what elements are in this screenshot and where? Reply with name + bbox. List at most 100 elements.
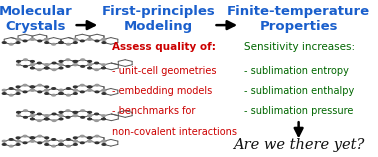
- Circle shape: [74, 64, 77, 65]
- Circle shape: [88, 64, 91, 65]
- Text: non-covalent interactions: non-covalent interactions: [112, 127, 237, 137]
- Circle shape: [2, 89, 6, 91]
- Text: Sensitivity increases:: Sensitivity increases:: [244, 42, 355, 52]
- Text: - benchmarks for: - benchmarks for: [112, 106, 195, 116]
- Circle shape: [102, 89, 106, 91]
- Circle shape: [88, 89, 92, 91]
- Circle shape: [45, 140, 48, 142]
- Circle shape: [73, 137, 77, 139]
- Circle shape: [30, 140, 34, 142]
- Circle shape: [16, 89, 20, 91]
- Circle shape: [45, 118, 48, 120]
- Circle shape: [67, 94, 70, 96]
- Circle shape: [73, 38, 77, 40]
- Circle shape: [60, 42, 63, 43]
- Circle shape: [45, 140, 48, 142]
- Circle shape: [102, 140, 106, 142]
- Circle shape: [16, 144, 20, 145]
- Circle shape: [31, 140, 35, 142]
- Circle shape: [88, 118, 91, 120]
- Text: Are we there yet?: Are we there yet?: [233, 138, 364, 152]
- Circle shape: [73, 89, 77, 91]
- Text: - sublimation entropy: - sublimation entropy: [244, 66, 349, 76]
- Circle shape: [45, 38, 48, 40]
- Circle shape: [59, 140, 62, 142]
- Circle shape: [52, 113, 56, 115]
- Circle shape: [30, 38, 34, 40]
- Circle shape: [23, 84, 27, 86]
- Circle shape: [87, 38, 91, 40]
- Circle shape: [2, 144, 6, 145]
- Circle shape: [73, 140, 77, 142]
- Circle shape: [31, 64, 34, 65]
- Circle shape: [45, 64, 49, 65]
- Circle shape: [45, 115, 48, 116]
- Circle shape: [102, 67, 105, 69]
- Circle shape: [37, 62, 41, 64]
- Circle shape: [88, 140, 92, 142]
- Circle shape: [59, 64, 63, 65]
- Circle shape: [102, 38, 106, 40]
- Circle shape: [59, 115, 63, 116]
- Text: Molecular
Crystals: Molecular Crystals: [0, 5, 73, 33]
- Circle shape: [45, 89, 48, 91]
- Circle shape: [95, 69, 98, 70]
- Circle shape: [73, 89, 77, 91]
- Circle shape: [52, 69, 56, 70]
- Circle shape: [81, 135, 84, 137]
- Circle shape: [95, 84, 99, 86]
- Circle shape: [102, 118, 105, 120]
- Text: Assess quality of:: Assess quality of:: [112, 42, 215, 52]
- Circle shape: [81, 40, 84, 42]
- Circle shape: [73, 42, 77, 43]
- Circle shape: [31, 38, 35, 40]
- Circle shape: [45, 115, 49, 116]
- Circle shape: [67, 145, 70, 147]
- Circle shape: [23, 116, 27, 118]
- Circle shape: [16, 86, 20, 88]
- Circle shape: [95, 40, 99, 42]
- Circle shape: [23, 135, 27, 137]
- Circle shape: [73, 144, 77, 145]
- Circle shape: [87, 140, 91, 142]
- Circle shape: [17, 112, 20, 113]
- Circle shape: [9, 88, 13, 89]
- Circle shape: [52, 94, 56, 96]
- Circle shape: [31, 64, 34, 65]
- Circle shape: [66, 66, 70, 67]
- Circle shape: [38, 142, 42, 143]
- Circle shape: [67, 139, 70, 140]
- Circle shape: [17, 61, 20, 62]
- Circle shape: [73, 61, 77, 62]
- Circle shape: [16, 89, 20, 91]
- Text: - unit-cell geometries: - unit-cell geometries: [112, 66, 216, 76]
- Circle shape: [52, 120, 56, 121]
- Circle shape: [81, 91, 84, 93]
- Circle shape: [45, 118, 49, 120]
- Circle shape: [59, 115, 63, 116]
- Circle shape: [31, 89, 35, 91]
- Circle shape: [52, 145, 56, 147]
- Circle shape: [87, 86, 91, 88]
- Circle shape: [17, 64, 20, 65]
- Circle shape: [74, 115, 77, 116]
- Circle shape: [67, 43, 70, 45]
- Circle shape: [88, 64, 91, 65]
- Circle shape: [67, 88, 70, 89]
- Circle shape: [60, 140, 63, 142]
- Circle shape: [74, 61, 77, 62]
- Circle shape: [59, 111, 63, 113]
- Circle shape: [73, 86, 77, 88]
- Circle shape: [9, 43, 13, 45]
- Circle shape: [9, 145, 13, 147]
- Circle shape: [37, 113, 41, 115]
- Circle shape: [45, 64, 48, 65]
- Circle shape: [45, 38, 48, 40]
- Text: - embedding models: - embedding models: [112, 86, 212, 96]
- Circle shape: [87, 137, 91, 139]
- Circle shape: [95, 120, 98, 121]
- Circle shape: [37, 120, 41, 121]
- Circle shape: [38, 84, 42, 86]
- Circle shape: [45, 42, 48, 43]
- Circle shape: [88, 137, 92, 139]
